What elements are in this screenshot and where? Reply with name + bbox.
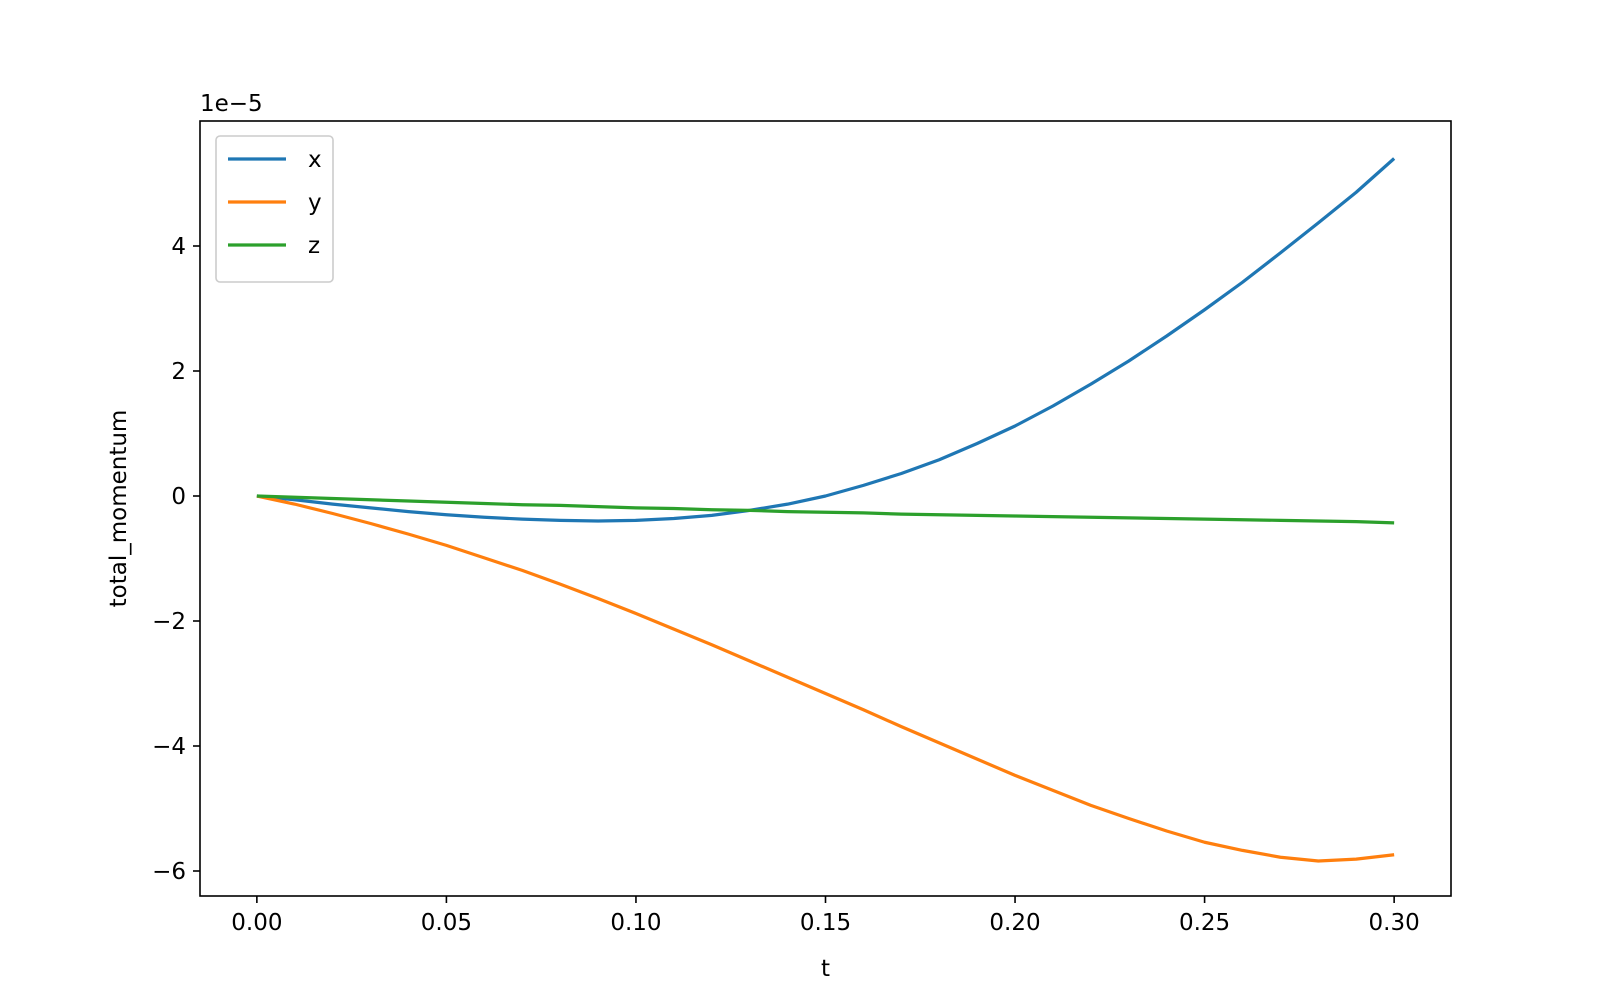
- x-tick-label: 0.00: [231, 910, 282, 936]
- series-layer: [256, 157, 1396, 863]
- y-tick-label: 2: [171, 359, 186, 385]
- legend-label-x: x: [308, 147, 322, 173]
- series-line-z: [256, 494, 1395, 525]
- y-tick-label: −2: [152, 609, 186, 635]
- x-axis-label: t: [821, 956, 830, 982]
- x-tick-label: 0.15: [800, 910, 851, 936]
- y-tick-label: −4: [152, 734, 186, 760]
- y-tick-label: 4: [171, 234, 186, 260]
- y-axis-offset-text: 1e−5: [200, 91, 263, 117]
- x-tick-label: 0.20: [989, 910, 1040, 936]
- series-line-x: [256, 157, 1396, 523]
- legend-label-z: z: [308, 233, 320, 259]
- x-axis: 0.00 0.05 0.10 0.15 0.20 0.25 0.30: [231, 896, 1420, 936]
- x-tick-label: 0.05: [421, 910, 472, 936]
- legend-label-y: y: [308, 190, 322, 216]
- y-axis-label: total_momentum: [106, 410, 132, 608]
- x-tick-label: 0.25: [1179, 910, 1230, 936]
- x-tick-label: 0.30: [1369, 910, 1420, 936]
- y-axis: −6 −4 −2 0 2 4: [152, 234, 200, 885]
- y-tick-label: 0: [171, 484, 186, 510]
- x-tick-label: 0.10: [610, 910, 661, 936]
- y-tick-label: −6: [152, 859, 186, 885]
- series-line-y: [256, 494, 1395, 863]
- legend: xyz: [215, 135, 334, 283]
